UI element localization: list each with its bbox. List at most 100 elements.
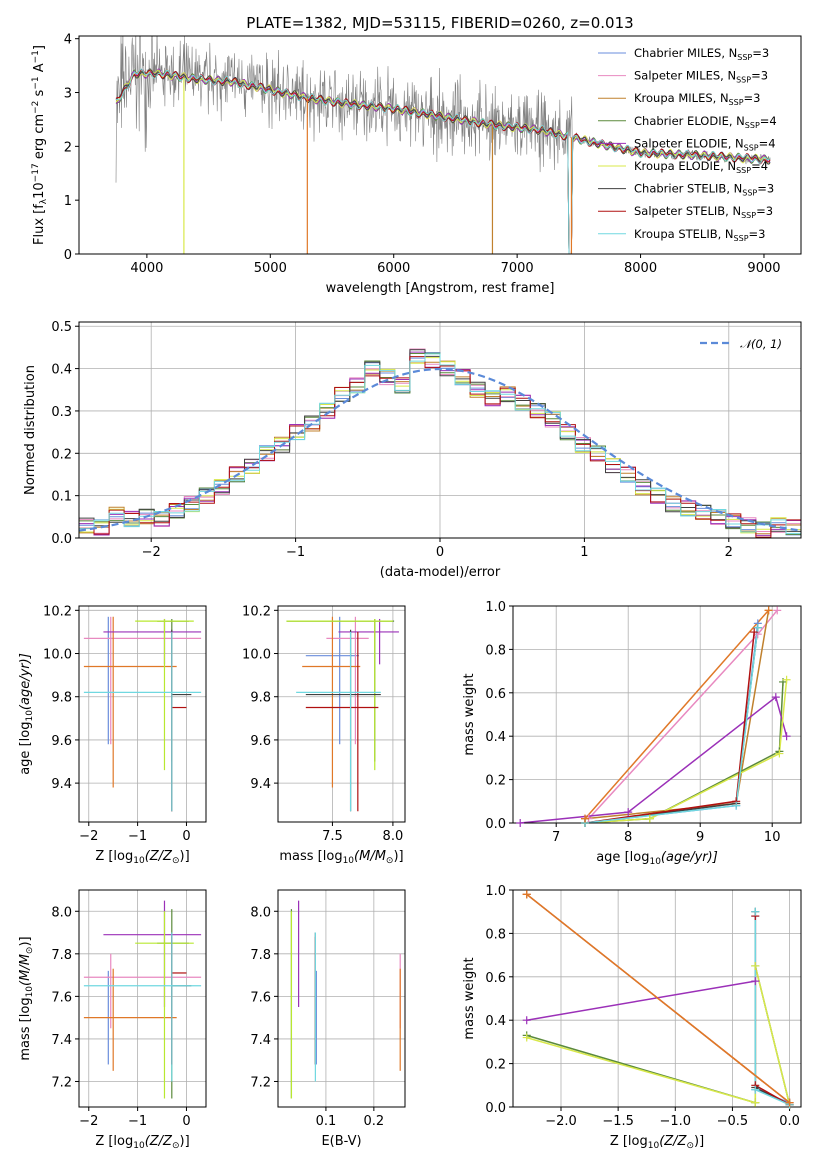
y-tick-label: 9.8 <box>51 691 72 706</box>
weight-marker <box>624 808 633 817</box>
x-axis-label: age [log10(age/yr)] <box>596 850 718 867</box>
legend-label: Salpeter MILES, NSSP=3 <box>634 69 768 85</box>
weight_vs_Z-plot-area <box>513 890 801 1107</box>
model-spectrum-line <box>115 69 771 254</box>
y-tick-label: 0.4 <box>485 1014 506 1029</box>
weight-line <box>754 911 790 1106</box>
y-tick-label: 9.6 <box>250 734 271 749</box>
y-tick-label: 0.4 <box>485 730 506 745</box>
weight-marker <box>522 890 531 899</box>
x-tick-label: −1.0 <box>659 1114 691 1129</box>
y-tick-label: 9.4 <box>250 777 271 792</box>
weight_vs_Z-frame <box>512 889 802 1108</box>
y-tick-label: 10.0 <box>43 648 72 663</box>
x-tick-label: −2 <box>79 829 98 844</box>
x-tick-label: −2 <box>79 1114 98 1129</box>
y-axis-label: Flux [fλ10−17 erg cm−2 s−1 A−1] <box>31 45 49 245</box>
x-axis-label: Z [log10(Z/Z⊙)] <box>610 1134 704 1151</box>
mass_vs_ebv-frame <box>277 889 406 1108</box>
spectrum-frame <box>78 35 802 255</box>
x-tick-label: 4000 <box>130 261 163 276</box>
weight-marker <box>773 606 782 615</box>
weight-line <box>754 916 790 1104</box>
weight-line <box>754 911 790 1106</box>
legend-label: Kroupa MILES, NSSP=3 <box>634 91 760 107</box>
x-tick-label: 7000 <box>501 261 534 276</box>
residuals-frame <box>78 321 802 539</box>
y-tick-label: 7.4 <box>250 1033 271 1048</box>
y-tick-label: 0.6 <box>485 687 506 702</box>
weight_vs_age-panel: 7 8 9 10 0.0 0.2 0.4 0.6 0.8 1.0 age [log10(age/yr… <box>462 600 802 867</box>
x-tick-label: −2 <box>142 545 161 560</box>
y-tick-label: 7.4 <box>51 1033 72 1048</box>
mass_vs_Z-plot-area <box>79 890 206 1107</box>
y-tick-label: 1 <box>64 194 72 209</box>
x-tick-label: 0.0 <box>779 1114 800 1129</box>
x-tick-label: 6000 <box>377 261 410 276</box>
weight-marker <box>751 961 760 970</box>
normal-curve <box>79 367 801 532</box>
weight-marker <box>751 907 760 916</box>
y-tick-label: 0.2 <box>485 1058 506 1073</box>
x-tick-label: −0.5 <box>717 1114 749 1129</box>
weight-marker <box>522 1016 531 1025</box>
y-tick-label: 9.6 <box>51 734 72 749</box>
y-tick-label: 0.2 <box>51 447 72 462</box>
age_vs_mass-plot-area <box>278 606 405 822</box>
x-tick-label: 7.5 <box>322 829 343 844</box>
y-axis-label: age [log10(age/yr)] <box>18 653 35 775</box>
y-axis-label: Normed distribution <box>23 365 38 495</box>
mass_vs_Z-frame <box>78 889 207 1108</box>
figure-title: PLATE=1382, MJD=53115, FIBERID=0260, z=0… <box>246 14 633 32</box>
y-tick-label: 0.0 <box>51 532 72 547</box>
legend-label: Salpeter STELIB, NSSP=3 <box>634 204 773 220</box>
legend-label: Kroupa STELIB, NSSP=3 <box>634 227 765 243</box>
observed-spectrum <box>115 36 771 183</box>
x-tick-label: 9 <box>696 830 704 845</box>
weight-marker <box>751 1098 760 1107</box>
y-axis-label: mass [log10(M/M⊙)] <box>18 936 35 1060</box>
x-tick-label: 2 <box>725 545 733 560</box>
x-tick-label: −1.5 <box>602 1114 634 1129</box>
x-tick-label: 8 <box>624 830 632 845</box>
weight-line <box>526 893 791 1104</box>
weight-marker <box>782 675 791 684</box>
y-tick-label: 8.0 <box>250 905 271 920</box>
mass_vs_ebv-plot-area <box>278 890 405 1107</box>
weight-line <box>584 679 788 823</box>
legend-label: Kroupa ELODIE, NSSP=4 <box>634 159 768 175</box>
residuals-plot-area <box>79 322 801 538</box>
x-tick-label: −1 <box>286 545 305 560</box>
y-tick-label: 0 <box>64 248 72 263</box>
y-tick-label: 1.0 <box>485 884 506 899</box>
weight-line <box>584 623 759 823</box>
y-tick-label: 10.2 <box>43 604 72 619</box>
y-tick-label: 10.0 <box>242 648 271 663</box>
weight-line <box>588 609 778 820</box>
y-tick-label: 7.2 <box>51 1075 72 1090</box>
x-tick-label: 8000 <box>624 261 657 276</box>
y-tick-label: 0.8 <box>485 643 506 658</box>
weight-marker <box>645 814 654 823</box>
histogram-step <box>79 356 801 538</box>
mass_vs_ebv-panel: 0.1 0.2 7.2 7.4 7.6 7.8 8.0 E(B-V) <box>250 889 406 1149</box>
y-tick-label: 7.2 <box>250 1075 271 1090</box>
y-tick-label: 0.1 <box>51 490 72 505</box>
y-tick-label: 9.4 <box>51 777 72 792</box>
y-tick-label: 0.0 <box>485 817 506 832</box>
age_vs_mass-frame <box>277 605 406 823</box>
weight-marker <box>751 977 760 986</box>
x-axis-label: Z [log10(Z/Z⊙)] <box>95 849 189 866</box>
y-tick-label: 7.8 <box>51 948 72 963</box>
x-tick-label: 9000 <box>747 261 780 276</box>
x-axis-label: wavelength [Angstrom, rest frame] <box>326 281 555 296</box>
x-tick-label: 0 <box>182 829 190 844</box>
weight_vs_age-frame <box>512 605 802 824</box>
weight-line <box>754 916 790 1106</box>
y-axis-label: mass weight <box>462 957 477 1039</box>
weight-line <box>584 609 770 820</box>
weight-marker <box>751 1085 760 1094</box>
weight-line <box>526 980 756 1021</box>
age_vs_Z-plot-area <box>79 606 206 822</box>
spectrum-panel: 4000 5000 6000 7000 8000 9000 0 1 2 3 4 Chabrier MI… <box>31 33 802 296</box>
